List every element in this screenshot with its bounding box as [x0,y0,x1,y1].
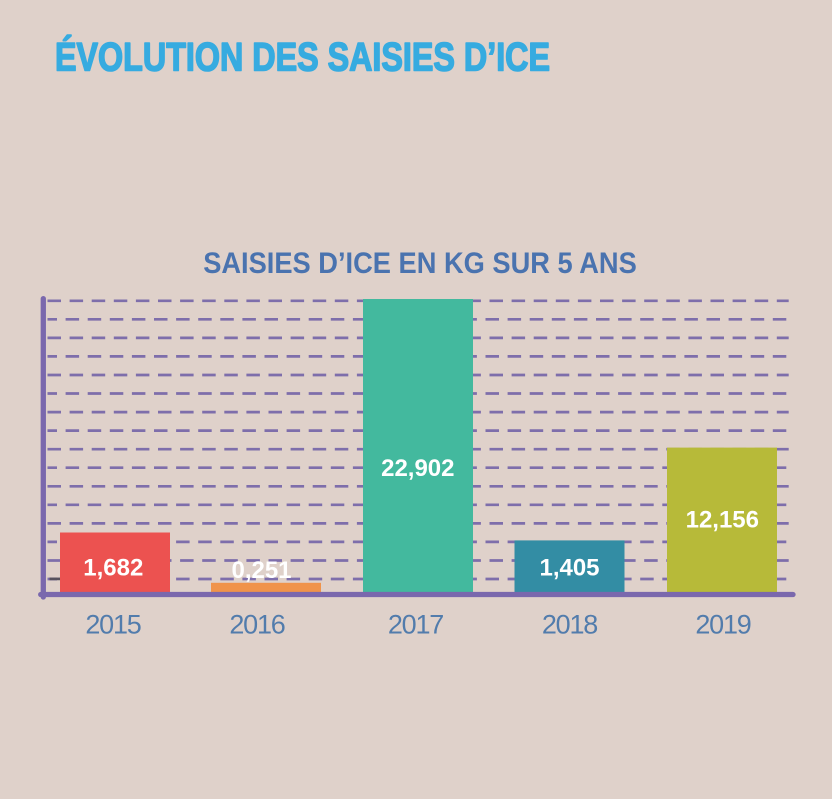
svg-text:2016: 2016 [229,610,284,640]
svg-text:22,902: 22,902 [381,455,454,482]
svg-text:12,156: 12,156 [686,506,759,533]
svg-text:2017: 2017 [388,610,443,640]
svg-text:0,251: 0,251 [231,557,291,584]
svg-text:ÉVOLUTION DES SAISIES D’ICE: ÉVOLUTION DES SAISIES D’ICE [55,35,550,80]
svg-text:2019: 2019 [695,610,750,640]
svg-text:1,405: 1,405 [539,554,599,581]
svg-text:2018: 2018 [542,610,597,640]
svg-text:2015: 2015 [85,610,140,640]
svg-text:1,682: 1,682 [83,554,143,581]
svg-text:SAISIES D’ICE EN KG SUR 5 ANS: SAISIES D’ICE EN KG SUR 5 ANS [203,247,637,280]
